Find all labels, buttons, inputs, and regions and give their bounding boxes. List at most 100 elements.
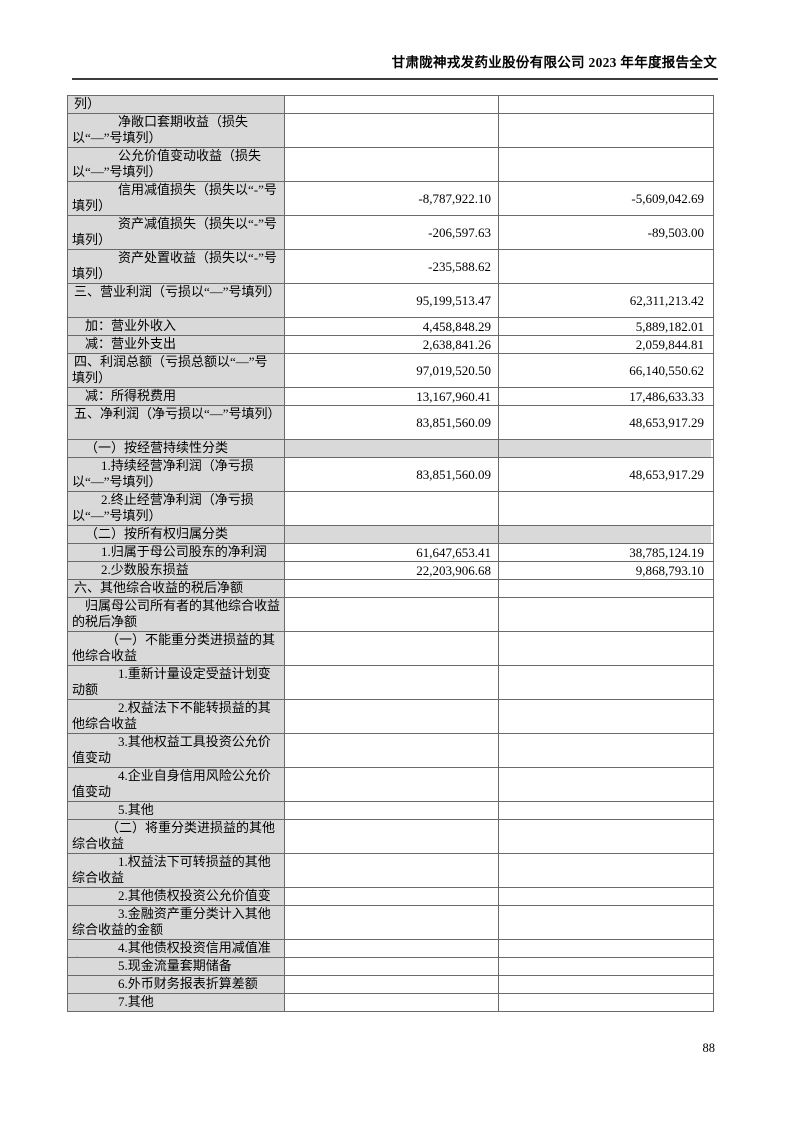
table-row: 公允价值变动收益（损失以“—”号填列） <box>68 148 713 182</box>
row-label: （二）将重分类进损益的其他综合收益 <box>68 820 284 853</box>
current-period-value <box>284 580 498 597</box>
table-row: 1.持续经营净利润（净亏损以“—”号填列） 83,851,560.09 48,653… <box>68 458 713 492</box>
table-row: 3.金融资产重分类计入其他综合收益的金额 <box>68 906 713 940</box>
row-label: （一）按经营持续性分类 <box>68 440 284 457</box>
row-label: 三、营业利润（亏损以“—”号填列） <box>68 284 284 317</box>
prior-period-value: 2,059,844.81 <box>498 336 711 353</box>
current-period-value <box>284 440 498 457</box>
table-row: 归属母公司所有者的其他综合收益的税后净额 <box>68 598 713 632</box>
row-label: 公允价值变动收益（损失以“—”号填列） <box>68 148 284 181</box>
table-row: （一）不能重分类进损益的其他综合收益 <box>68 632 713 666</box>
prior-period-value <box>498 148 711 181</box>
prior-period-value: 5,889,182.01 <box>498 318 711 335</box>
current-period-value <box>284 906 498 939</box>
current-period-value: -206,597.63 <box>284 216 498 249</box>
table-row: 资产处置收益（损失以“-”号填列） -235,588.62 <box>68 250 713 284</box>
current-period-value <box>284 666 498 699</box>
current-period-value: 97,019,520.50 <box>284 354 498 387</box>
table-row: 4.企业自身信用风险公允价值变动 <box>68 768 713 802</box>
table-row: 1.权益法下可转损益的其他综合收益 <box>68 854 713 888</box>
prior-period-value <box>498 492 711 525</box>
row-label: 4.企业自身信用风险公允价值变动 <box>68 768 284 801</box>
current-period-value <box>284 632 498 665</box>
row-label: 六、其他综合收益的税后净额 <box>68 580 284 597</box>
current-period-value: 83,851,560.09 <box>284 458 498 491</box>
current-period-value: -8,787,922.10 <box>284 182 498 215</box>
table-row: 7.其他 <box>68 994 713 1012</box>
current-period-value <box>284 734 498 767</box>
table-row: 四、利润总额（亏损总额以“—”号填列） 97,019,520.50 66,140,5… <box>68 354 713 388</box>
row-label: 6.外币财务报表折算差额 <box>68 976 284 993</box>
table-row: 减：所得税费用 13,167,960.41 17,486,633.33 <box>68 388 713 406</box>
current-period-value <box>284 802 498 819</box>
prior-period-value: 48,653,917.29 <box>498 406 711 439</box>
current-period-value: 13,167,960.41 <box>284 388 498 405</box>
prior-period-value <box>498 820 711 853</box>
table-row: 4.其他债权投资信用减值准备 <box>68 940 713 958</box>
table-row: 5.其他 <box>68 802 713 820</box>
row-label: 7.其他 <box>68 994 284 1011</box>
row-label: 1.持续经营净利润（净亏损以“—”号填列） <box>68 458 284 491</box>
row-label: 五、净利润（净亏损以“—”号填列） <box>68 406 284 439</box>
table-row: 五、净利润（净亏损以“—”号填列） 83,851,560.09 48,653,917… <box>68 406 713 440</box>
row-label: 4.其他债权投资信用减值准备 <box>68 940 284 957</box>
table-row: 2.权益法下不能转损益的其他综合收益 <box>68 700 713 734</box>
table-row: 加：营业外收入 4,458,848.29 5,889,182.01 <box>68 318 713 336</box>
prior-period-value <box>498 734 711 767</box>
prior-period-value <box>498 114 711 147</box>
prior-period-value: -5,609,042.69 <box>498 182 711 215</box>
row-label: 减：营业外支出 <box>68 336 284 353</box>
current-period-value <box>284 768 498 801</box>
prior-period-value <box>498 802 711 819</box>
prior-period-value <box>498 700 711 733</box>
table-row: 1.归属于母公司股东的净利润 61,647,653.41 38,785,124.19 <box>68 544 713 562</box>
current-period-value: 4,458,848.29 <box>284 318 498 335</box>
prior-period-value <box>498 854 711 887</box>
prior-period-value: 38,785,124.19 <box>498 544 711 561</box>
table-row: 5.现金流量套期储备 <box>68 958 713 976</box>
prior-period-value <box>498 994 711 1011</box>
prior-period-value <box>498 440 711 457</box>
row-label: 1.重新计量设定受益计划变动额 <box>68 666 284 699</box>
row-label: 1.权益法下可转损益的其他综合收益 <box>68 854 284 887</box>
current-period-value <box>284 820 498 853</box>
row-label: 2.少数股东损益 <box>68 562 284 579</box>
prior-period-value: 62,311,213.42 <box>498 284 711 317</box>
current-period-value <box>284 700 498 733</box>
table-row: 2.其他债权投资公允价值变动 <box>68 888 713 906</box>
table-row: 1.重新计量设定受益计划变动额 <box>68 666 713 700</box>
prior-period-value <box>498 632 711 665</box>
table-row: 信用减值损失（损失以“-”号填列） -8,787,922.10 -5,609,042… <box>68 182 713 216</box>
current-period-value <box>284 854 498 887</box>
prior-period-value <box>498 768 711 801</box>
current-period-value: 95,199,513.47 <box>284 284 498 317</box>
prior-period-value <box>498 958 711 975</box>
current-period-value <box>284 994 498 1011</box>
current-period-value <box>284 492 498 525</box>
current-period-value <box>284 526 498 543</box>
prior-period-value <box>498 580 711 597</box>
current-period-value: 2,638,841.26 <box>284 336 498 353</box>
current-period-value: 22,203,906.68 <box>284 562 498 579</box>
prior-period-value: 48,653,917.29 <box>498 458 711 491</box>
row-label: 资产处置收益（损失以“-”号填列） <box>68 250 284 283</box>
current-period-value <box>284 958 498 975</box>
table-row: （二）按所有权归属分类 <box>68 526 713 544</box>
prior-period-value <box>498 888 711 905</box>
current-period-value <box>284 976 498 993</box>
row-label: （一）不能重分类进损益的其他综合收益 <box>68 632 284 665</box>
table-row: 减：营业外支出 2,638,841.26 2,059,844.81 <box>68 336 713 354</box>
table-row: 2.终止经营净利润（净亏损以“—”号填列） <box>68 492 713 526</box>
row-label: 5.其他 <box>68 802 284 819</box>
table-row: （二）将重分类进损益的其他综合收益 <box>68 820 713 854</box>
page-header-title: 甘肃陇神戎发药业股份有限公司 2023 年年度报告全文 <box>391 55 717 70</box>
prior-period-value: 17,486,633.33 <box>498 388 711 405</box>
row-label: 2.权益法下不能转损益的其他综合收益 <box>68 700 284 733</box>
prior-period-value <box>498 976 711 993</box>
row-label: 3.其他权益工具投资公允价值变动 <box>68 734 284 767</box>
row-label: （二）按所有权归属分类 <box>68 526 284 543</box>
row-label: 四、利润总额（亏损总额以“—”号填列） <box>68 354 284 387</box>
current-period-value <box>284 114 498 147</box>
prior-period-value <box>498 666 711 699</box>
table-row: 3.其他权益工具投资公允价值变动 <box>68 734 713 768</box>
